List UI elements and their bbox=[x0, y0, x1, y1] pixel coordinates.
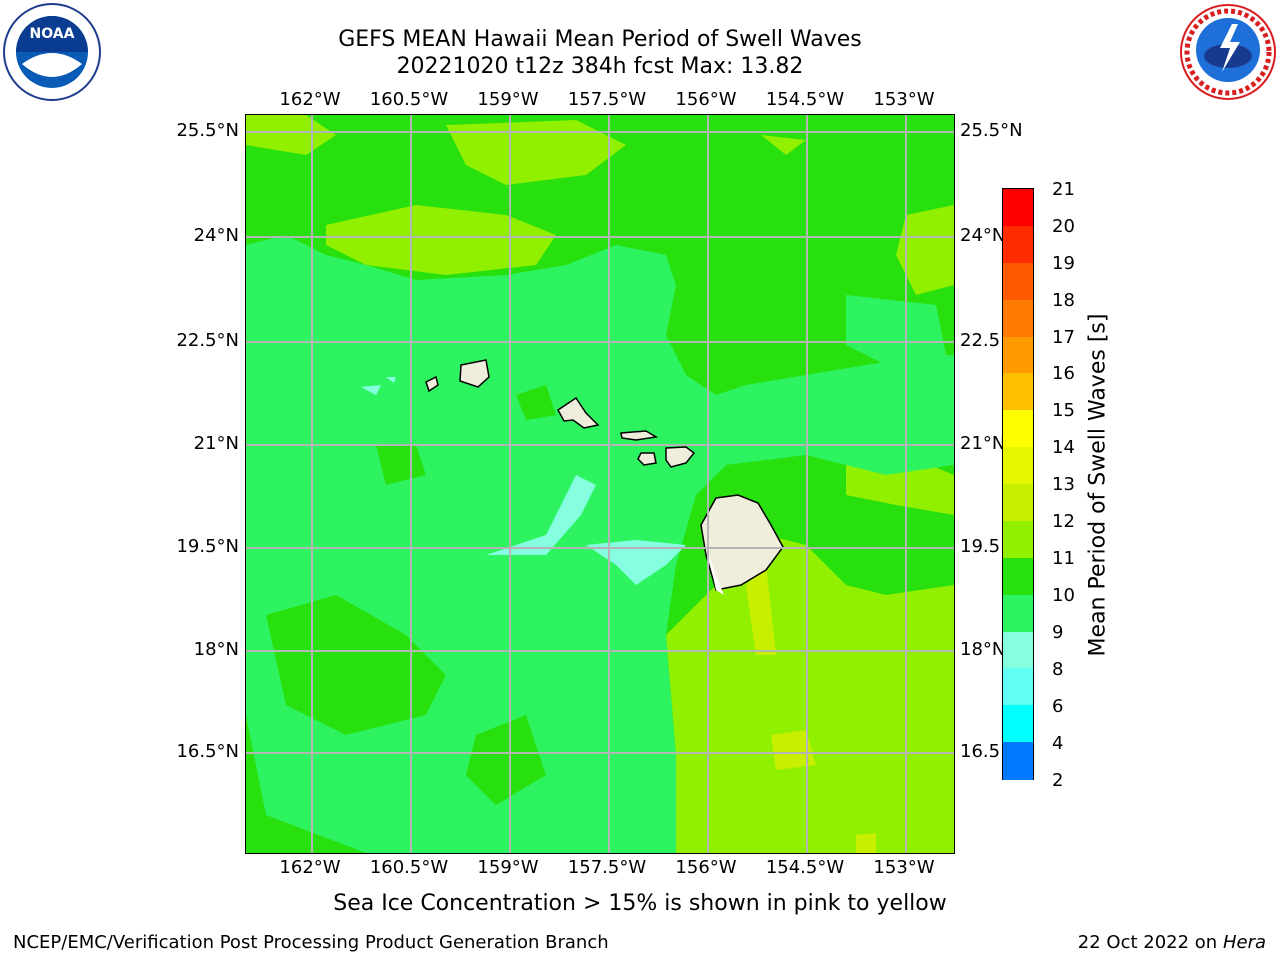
colorbar-title: Mean Period of Swell Waves [s] bbox=[1085, 313, 1111, 657]
footer-credit: NCEP/EMC/Verification Post Processing Pr… bbox=[13, 932, 609, 953]
colorbar-label: 15 bbox=[1052, 400, 1075, 421]
lon-tick-bottom: 154.5°W bbox=[765, 857, 845, 878]
lon-tick-top: 162°W bbox=[279, 89, 341, 110]
colorbar-segment bbox=[1003, 705, 1033, 743]
footer-date-text: 22 Oct 2022 on bbox=[1077, 932, 1223, 953]
lon-tick-top: 157.5°W bbox=[567, 89, 647, 110]
lat-tick-right: 21°N bbox=[960, 433, 1006, 454]
lon-tick-top: 153°W bbox=[873, 89, 935, 110]
colorbar-segment bbox=[1003, 225, 1033, 264]
lat-tick-left: 22.5°N bbox=[176, 330, 239, 351]
footer-date: 22 Oct 2022 on Hera bbox=[1078, 932, 1266, 953]
colorbar-segment bbox=[1003, 410, 1033, 448]
colorbar-segment bbox=[1003, 520, 1033, 559]
colorbar-segment bbox=[1003, 742, 1033, 780]
lat-tick-right: 16.5 bbox=[960, 741, 1001, 762]
chart-title: GEFS MEAN Hawaii Mean Period of Swell Wa… bbox=[338, 27, 862, 52]
colorbar-label: 6 bbox=[1052, 696, 1064, 717]
lat-tick-left: 16.5°N bbox=[176, 741, 239, 762]
sea-ice-caption: Sea Ice Concentration > 15% is shown in … bbox=[333, 891, 947, 916]
colorbar-label: 18 bbox=[1052, 290, 1075, 311]
lat-tick-left: 18°N bbox=[193, 639, 239, 660]
colorbar-segment bbox=[1003, 484, 1033, 522]
colorbar-segment bbox=[1003, 336, 1033, 374]
colorbar-label: 19 bbox=[1052, 253, 1075, 274]
colorbar-segment bbox=[1003, 373, 1033, 411]
colorbar-label: 12 bbox=[1052, 511, 1075, 532]
colorbar-segment bbox=[1003, 668, 1033, 706]
lon-tick-bottom: 159°W bbox=[477, 857, 539, 878]
lon-tick-bottom: 157.5°W bbox=[567, 857, 647, 878]
lat-tick-right: 22.5 bbox=[960, 330, 1001, 351]
colorbar-label: 8 bbox=[1052, 659, 1064, 680]
colorbar bbox=[1002, 188, 1034, 780]
colorbar-label: 17 bbox=[1052, 327, 1075, 348]
lat-tick-right: 18°N bbox=[960, 639, 1006, 660]
lon-tick-bottom: 156°W bbox=[675, 857, 737, 878]
colorbar-segment bbox=[1003, 262, 1033, 301]
colorbar-label: 13 bbox=[1052, 474, 1075, 495]
lat-tick-right: 19.5 bbox=[960, 536, 1001, 557]
svg-text:NOAA: NOAA bbox=[30, 26, 75, 42]
noaa-logo: NOAA bbox=[2, 2, 102, 102]
lon-tick-top: 159°W bbox=[477, 89, 539, 110]
colorbar-segment bbox=[1003, 557, 1033, 596]
colorbar-segment bbox=[1003, 299, 1033, 337]
colorbar-segment bbox=[1003, 594, 1033, 632]
colorbar-label: 20 bbox=[1052, 216, 1075, 237]
lon-tick-bottom: 153°W bbox=[873, 857, 935, 878]
lat-tick-left: 21°N bbox=[193, 433, 239, 454]
lon-tick-bottom: 162°W bbox=[279, 857, 341, 878]
map-plot-area[interactable] bbox=[245, 114, 955, 854]
colorbar-label: 9 bbox=[1052, 622, 1064, 643]
colorbar-label: 4 bbox=[1052, 733, 1064, 754]
nws-logo bbox=[1178, 2, 1278, 102]
colorbar-label: 14 bbox=[1052, 437, 1075, 458]
colorbar-label: 11 bbox=[1052, 548, 1075, 569]
map-gridlines bbox=[246, 115, 954, 853]
colorbar-segment bbox=[1003, 189, 1033, 227]
colorbar-segment bbox=[1003, 447, 1033, 485]
colorbar-segment bbox=[1003, 631, 1033, 669]
chart-subtitle: 20221020 t12z 384h fcst Max: 13.82 bbox=[396, 54, 804, 79]
colorbar-label: 2 bbox=[1052, 770, 1064, 791]
colorbar-label: 16 bbox=[1052, 363, 1075, 384]
lon-tick-bottom: 160.5°W bbox=[369, 857, 449, 878]
lon-tick-top: 154.5°W bbox=[765, 89, 845, 110]
footer-host: Hera bbox=[1222, 932, 1266, 953]
lat-tick-right: 24°N bbox=[960, 225, 1006, 246]
lon-tick-top: 160.5°W bbox=[369, 89, 449, 110]
colorbar-label: 21 bbox=[1052, 179, 1075, 200]
lat-tick-left: 25.5°N bbox=[176, 120, 239, 141]
colorbar-label: 10 bbox=[1052, 585, 1075, 606]
lon-tick-top: 156°W bbox=[675, 89, 737, 110]
lat-tick-left: 19.5°N bbox=[176, 536, 239, 557]
swell-period-field bbox=[246, 115, 954, 853]
lat-tick-left: 24°N bbox=[193, 225, 239, 246]
lat-tick-right: 25.5°N bbox=[960, 120, 1023, 141]
